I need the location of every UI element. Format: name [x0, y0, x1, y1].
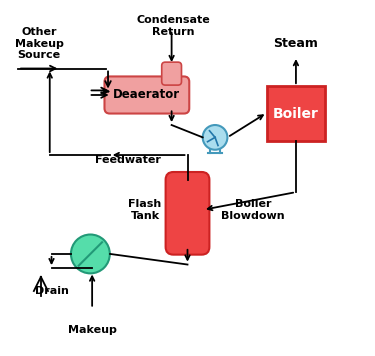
Text: Drain: Drain: [34, 286, 69, 296]
Text: Feedwater: Feedwater: [94, 155, 160, 165]
Text: Other
Makeup
Source: Other Makeup Source: [15, 27, 64, 61]
FancyBboxPatch shape: [166, 172, 209, 255]
Text: Boiler
Blowdown: Boiler Blowdown: [221, 199, 285, 221]
Text: Condensate
Return: Condensate Return: [136, 15, 210, 37]
FancyBboxPatch shape: [162, 62, 182, 85]
Text: Boiler: Boiler: [273, 106, 319, 121]
Text: Flash
Tank: Flash Tank: [129, 199, 162, 221]
Text: Makeup: Makeup: [68, 325, 117, 335]
Bar: [267, 86, 325, 141]
Text: Steam: Steam: [273, 37, 318, 50]
Circle shape: [203, 125, 227, 150]
FancyBboxPatch shape: [105, 77, 189, 114]
Circle shape: [71, 235, 110, 273]
Text: Deaerator: Deaerator: [113, 89, 180, 101]
